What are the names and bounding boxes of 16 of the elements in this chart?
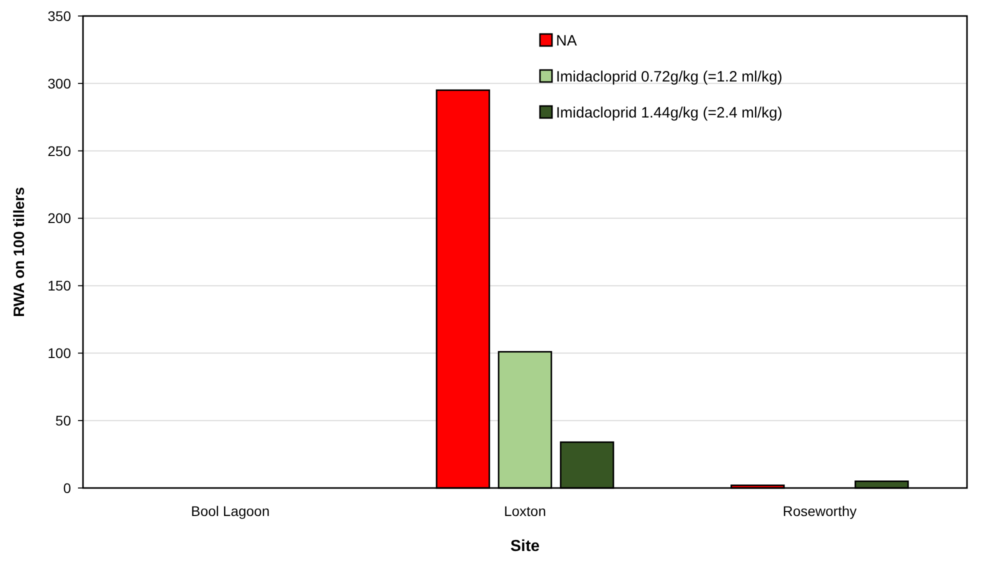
y-tick-label: 200 <box>48 210 72 226</box>
legend-label: Imidacloprid 0.72g/kg (=1.2 ml/kg) <box>556 68 782 86</box>
y-tick-label: 100 <box>48 345 72 362</box>
y-tick-label: 0 <box>63 480 72 496</box>
legend-label: Imidacloprid 1.44g/kg (=2.4 ml/kg) <box>556 104 782 122</box>
x-axis-title: Site <box>510 538 540 555</box>
x-tick-label: Loxton <box>504 503 546 519</box>
x-tick-label: Bool Lagoon <box>191 503 270 519</box>
y-axis-title: RWA on 100 tillers <box>11 186 28 318</box>
x-tick-label: Roseworthy <box>782 503 857 519</box>
y-tick-label: 300 <box>48 75 72 92</box>
y-tick-label: 250 <box>48 142 72 159</box>
y-tick-label: 50 <box>55 412 72 428</box>
y-tick-label: 350 <box>48 8 72 24</box>
y-tick-label: 150 <box>48 278 72 294</box>
legend-label: NA <box>556 32 577 50</box>
